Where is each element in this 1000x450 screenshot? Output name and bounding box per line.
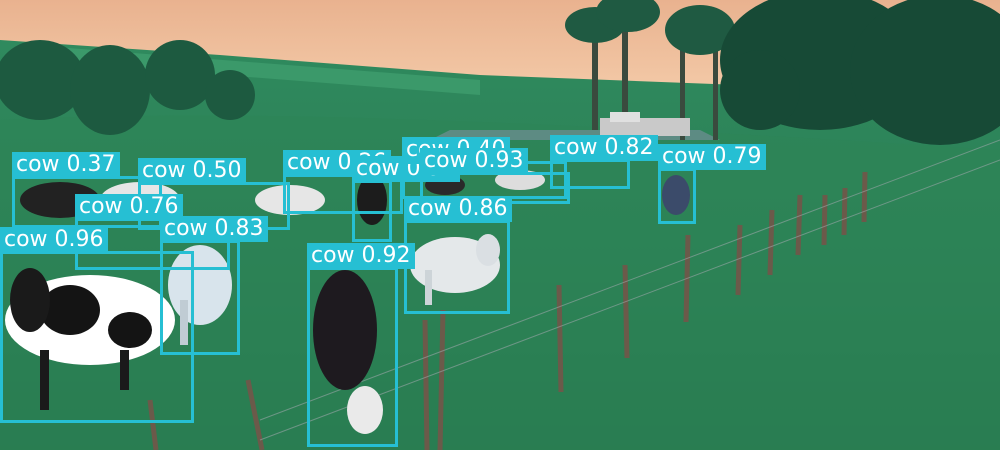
detection-label: cow 0.86 (404, 196, 512, 222)
detection-box: cow 0.79 (658, 144, 766, 224)
tree-line-left (0, 40, 255, 135)
detection-label: cow 0.93 (420, 148, 528, 174)
tree-line-right (720, 0, 1000, 145)
detection-label: cow 0.96 (0, 227, 108, 253)
palm-trees (565, 0, 735, 140)
detection-label: cow 0.50 (138, 158, 246, 184)
detection-box: cow 0.92 (352, 156, 460, 242)
detection-box: cow 0.92 (307, 243, 415, 447)
truck (600, 112, 690, 136)
detection-box: cow 0.86 (404, 196, 512, 314)
detection-label: cow 0.37 (12, 152, 120, 178)
fence-wire (259, 139, 1000, 441)
detection-box: cow 0.82 (550, 135, 658, 189)
detection-box: cow 0.50 (138, 158, 290, 230)
detection-box: cow 0.96 (0, 227, 194, 423)
detection-label: cow 0.82 (550, 135, 658, 161)
detection-box: cow 0.83 (160, 216, 268, 355)
detection-label: cow 0.92 (307, 243, 415, 269)
detection-label: cow 0.83 (160, 216, 268, 242)
detection-label: cow 0.79 (658, 144, 766, 170)
detection-label: cow 0.76 (75, 194, 183, 220)
detection-box: cow 0.93 (420, 148, 570, 204)
